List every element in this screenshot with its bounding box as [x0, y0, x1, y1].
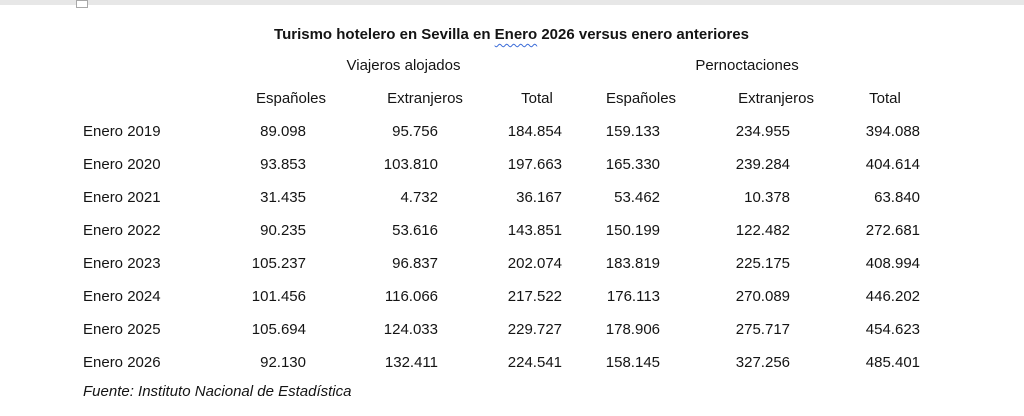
- value-cell: 272.681: [865, 222, 921, 239]
- value-cell: 183.819: [605, 255, 661, 272]
- value-cell: 197.663: [507, 156, 563, 173]
- table-row: Enero 2025 105.694 124.033 229.727 178.9…: [83, 313, 940, 346]
- table-column-marker[interactable]: [76, 0, 88, 8]
- value-cell: 95.756: [392, 123, 438, 140]
- column-header-row: Españoles Extranjeros Total Españoles Ex…: [83, 82, 940, 115]
- value-cell: 90.235: [260, 222, 306, 239]
- row-label: Enero 2023: [83, 255, 161, 272]
- value-cell: 159.133: [605, 123, 661, 140]
- table-row: Enero 2024 101.456 116.066 217.522 176.1…: [83, 280, 940, 313]
- value-cell: 217.522: [507, 288, 563, 305]
- value-cell: 158.145: [605, 354, 661, 371]
- value-cell: 270.089: [735, 288, 791, 305]
- value-cell: 132.411: [384, 354, 438, 371]
- value-cell: 446.202: [865, 288, 921, 305]
- value-cell: 63.840: [874, 189, 921, 206]
- value-cell: 327.256: [735, 354, 791, 371]
- value-cell: 101.456: [251, 288, 306, 305]
- value-cell: 239.284: [735, 156, 791, 173]
- table-row: Enero 2026 92.130 132.411 224.541 158.14…: [83, 346, 940, 379]
- value-cell: 229.727: [507, 321, 563, 338]
- value-cell: 4.732: [400, 189, 438, 206]
- column-header-extranjeros-viajeros: Extranjeros: [387, 90, 463, 107]
- title-text-after: 2026 versus enero anteriores: [537, 26, 749, 43]
- value-cell: 178.906: [605, 321, 661, 338]
- value-cell: 234.955: [735, 123, 791, 140]
- value-cell: 93.853: [260, 156, 306, 173]
- value-cell: 10.378: [744, 189, 791, 206]
- document-page: Turismo hotelero en Sevilla en Enero 202…: [83, 0, 940, 401]
- tourism-table: Viajeros alojados Pernoctaciones Español…: [83, 49, 940, 379]
- value-cell: 36.167: [516, 189, 563, 206]
- value-cell: 122.482: [735, 222, 791, 239]
- value-cell: 116.066: [384, 288, 438, 305]
- value-cell: 105.694: [251, 321, 306, 338]
- value-cell: 96.837: [392, 255, 438, 272]
- row-label: Enero 2026: [83, 354, 161, 371]
- column-header-espanoles-viajeros: Españoles: [255, 90, 327, 107]
- column-header-total-pernoctaciones: Total: [869, 90, 901, 107]
- value-cell: 92.130: [260, 354, 306, 371]
- value-cell-total-bold: 224.541: [507, 354, 563, 371]
- table-row: Enero 2023 105.237 96.837 202.074 183.81…: [83, 247, 940, 280]
- title-text-before: Turismo hotelero en Sevilla en: [274, 26, 495, 43]
- value-cell: 275.717: [735, 321, 791, 338]
- value-cell: 454.623: [865, 321, 921, 338]
- value-cell-total-bold: 485.401: [865, 354, 921, 371]
- value-cell: 53.462: [614, 189, 661, 206]
- column-header-total-viajeros: Total: [521, 90, 553, 107]
- value-cell: 143.851: [507, 222, 563, 239]
- value-cell: 53.616: [392, 222, 438, 239]
- value-cell: 150.199: [605, 222, 661, 239]
- table-row: Enero 2019 89.098 95.756 184.854 159.133…: [83, 115, 940, 148]
- document-title: Turismo hotelero en Sevilla en Enero 202…: [83, 27, 940, 43]
- value-cell: 89.098: [260, 123, 306, 140]
- row-label: Enero 2024: [83, 288, 161, 305]
- value-cell: 176.113: [606, 288, 661, 305]
- row-label: Enero 2022: [83, 222, 161, 239]
- spacer-cell: [83, 82, 223, 115]
- row-label: Enero 2020: [83, 156, 161, 173]
- column-header-espanoles-pernoctaciones: Españoles: [605, 90, 677, 107]
- document-top-edge: [0, 0, 1024, 5]
- spacer-cell: [83, 49, 223, 82]
- group-header-viajeros: Viajeros alojados: [346, 57, 461, 74]
- value-cell: 103.810: [383, 156, 438, 173]
- value-cell: 202.074: [507, 255, 563, 272]
- row-label: Enero 2021: [83, 189, 161, 206]
- group-header-row: Viajeros alojados Pernoctaciones: [83, 49, 940, 82]
- value-cell: 165.330: [605, 156, 661, 173]
- value-cell: 31.435: [260, 189, 306, 206]
- value-cell: 225.175: [735, 255, 791, 272]
- column-header-extranjeros-pernoctaciones: Extranjeros: [738, 90, 814, 107]
- value-cell: 124.033: [383, 321, 438, 338]
- row-label: Enero 2019: [83, 123, 161, 140]
- row-label: Enero 2025: [83, 321, 161, 338]
- value-cell: 394.088: [865, 123, 921, 140]
- source-note: Fuente: Instituto Nacional de Estadístic…: [83, 383, 352, 400]
- value-cell: 408.994: [865, 255, 921, 272]
- value-cell: 105.237: [251, 255, 306, 272]
- table-row: Enero 2021 31.435 4.732 36.167 53.462 10…: [83, 181, 940, 214]
- table-row: Enero 2020 93.853 103.810 197.663 165.33…: [83, 148, 940, 181]
- title-misspelled-word: Enero: [494, 26, 538, 43]
- table-row: Enero 2022 90.235 53.616 143.851 150.199…: [83, 214, 940, 247]
- group-header-pernoctaciones: Pernoctaciones: [695, 57, 799, 74]
- value-cell: 404.614: [865, 156, 921, 173]
- value-cell: 184.854: [507, 123, 563, 140]
